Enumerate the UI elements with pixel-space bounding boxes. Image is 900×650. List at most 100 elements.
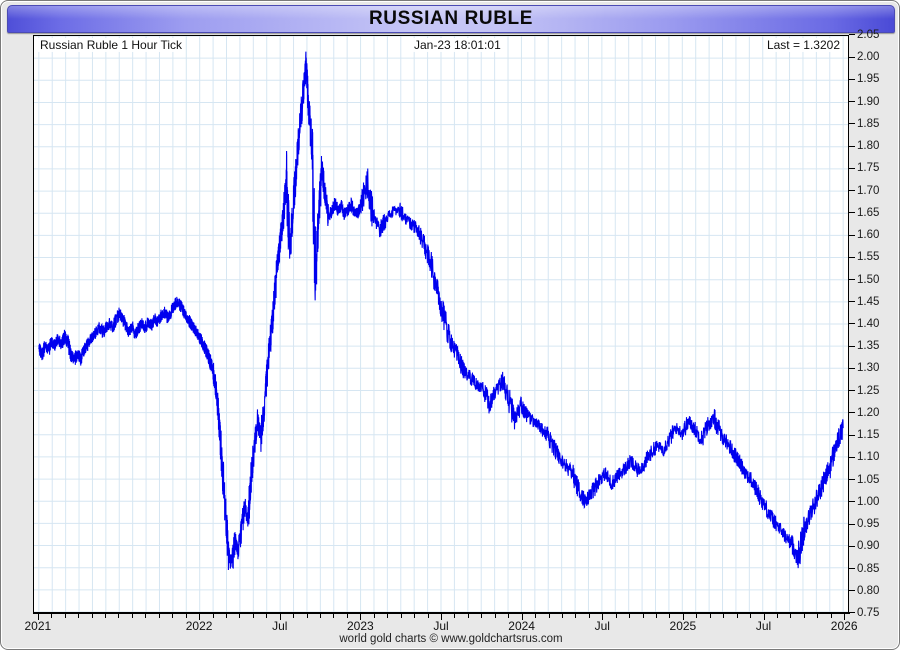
y-tick-label: 2.05 [857, 29, 880, 41]
x-tick-mark [118, 613, 120, 618]
y-axis-tick: 1.45 [849, 296, 879, 308]
y-tick-label: 2.00 [857, 51, 880, 64]
x-tick-mark-major [279, 613, 281, 620]
y-axis-tick: 1.10 [849, 451, 879, 463]
x-tick-mark-major [360, 613, 362, 620]
y-tick-label: 1.50 [857, 273, 880, 286]
x-axis-tick-label: 2022 [185, 619, 213, 633]
y-axis-tick: 1.25 [849, 385, 879, 397]
y-tick-label: 1.25 [857, 384, 880, 397]
chart-plot-area[interactable]: Russian Ruble 1 Hour Tick Jan-23 18:01:0… [33, 35, 849, 613]
x-tick-mark-major [441, 613, 442, 620]
y-axis-tick: 1.85 [849, 118, 879, 130]
y-tick-label: 1.00 [857, 495, 880, 508]
price-line-series [34, 36, 848, 612]
x-tick-mark [373, 613, 375, 618]
y-axis-tick: 1.20 [849, 407, 879, 419]
y-tick-label: 1.90 [857, 95, 880, 108]
x-tick-mark [333, 613, 335, 618]
y-tick-mark [849, 545, 855, 547]
x-tick-mark [266, 613, 268, 618]
x-tick-mark [185, 613, 187, 618]
y-tick-label: 0.75 [857, 607, 880, 619]
x-tick-mark [51, 613, 53, 618]
y-tick-label: 1.80 [857, 140, 880, 153]
x-tick-mark-major [682, 613, 684, 620]
y-axis-tick: 0.95 [849, 518, 879, 530]
x-tick-mark [320, 613, 322, 618]
x-axis: 2021 2022 Jul 2023 Jul 2024 Jul 2025 Jul 2026 [24, 613, 858, 641]
y-tick-mark [849, 523, 855, 525]
y-tick-label: 1.15 [857, 429, 880, 442]
x-tick-mark [454, 613, 456, 618]
y-tick-mark [849, 145, 855, 147]
x-tick-mark [642, 613, 644, 618]
x-tick-mark [548, 613, 550, 618]
chart-gridlines [34, 36, 848, 612]
y-axis-tick: 2.05 [849, 29, 879, 41]
x-tick-mark-major [521, 613, 523, 620]
y-tick-mark [849, 279, 855, 280]
y-tick-label: 0.95 [857, 518, 880, 531]
x-axis-tick-label: 2024 [508, 619, 535, 633]
y-tick-label: 1.05 [857, 473, 880, 486]
x-tick-mark [817, 613, 819, 618]
x-tick-mark [656, 613, 658, 618]
x-tick-mark [696, 613, 698, 618]
y-axis-tick: 1.50 [849, 274, 879, 286]
y-tick-label: 1.40 [857, 318, 880, 330]
y-tick-mark [849, 434, 855, 436]
x-axis-tick-label: 2023 [347, 619, 374, 633]
y-tick-mark [849, 190, 855, 192]
y-tick-label: 1.95 [857, 73, 880, 86]
x-tick-mark [105, 613, 107, 618]
y-tick-mark [849, 101, 855, 103]
x-tick-mark [669, 613, 671, 618]
y-tick-mark [849, 123, 855, 125]
x-tick-mark [64, 613, 66, 618]
x-tick-mark [387, 613, 389, 618]
y-tick-mark [849, 479, 855, 481]
x-tick-mark [293, 613, 295, 618]
x-tick-mark-major [844, 613, 846, 620]
y-axis-tick: 1.60 [849, 229, 879, 241]
y-tick-label: 1.85 [857, 117, 880, 130]
y-tick-mark [849, 590, 855, 592]
x-tick-mark [508, 613, 510, 618]
x-tick-mark [481, 613, 483, 618]
x-axis-tick-label: Jul [272, 619, 288, 633]
y-tick-label: 1.70 [857, 184, 880, 197]
y-tick-mark [849, 612, 855, 614]
x-tick-mark [790, 613, 792, 618]
y-axis-tick: 2.00 [849, 51, 879, 63]
y-axis-tick: 1.30 [849, 362, 879, 374]
window-titlebar: RUSSIAN RUBLE [7, 5, 895, 33]
y-tick-label: 1.60 [857, 229, 880, 242]
x-tick-mark [561, 613, 563, 618]
y-axis-tick: 0.75 [849, 607, 879, 619]
x-tick-mark [467, 613, 469, 618]
x-tick-mark [306, 613, 308, 618]
y-tick-mark [849, 234, 855, 236]
x-axis-tick-label: 2025 [669, 619, 697, 633]
y-tick-mark [849, 345, 855, 347]
y-axis-tick: 1.70 [849, 185, 879, 197]
y-axis-tick: 0.90 [849, 540, 879, 552]
y-tick-mark [849, 323, 855, 325]
x-tick-mark [535, 613, 537, 618]
x-tick-mark [225, 613, 227, 618]
x-tick-mark [736, 613, 738, 618]
x-tick-mark [145, 613, 147, 618]
x-tick-mark [91, 613, 93, 618]
x-axis-tick-label: Jul [594, 619, 610, 633]
y-axis-tick: 1.80 [849, 140, 879, 152]
x-tick-mark [494, 613, 496, 618]
x-tick-mark-major [37, 613, 39, 620]
y-tick-mark [849, 501, 855, 503]
x-tick-mark [723, 613, 725, 618]
y-tick-mark [849, 367, 855, 369]
x-axis-tick-label: 2021 [24, 619, 52, 633]
x-tick-mark-major [602, 613, 604, 620]
x-axis-tick-label: Jul [433, 619, 449, 633]
